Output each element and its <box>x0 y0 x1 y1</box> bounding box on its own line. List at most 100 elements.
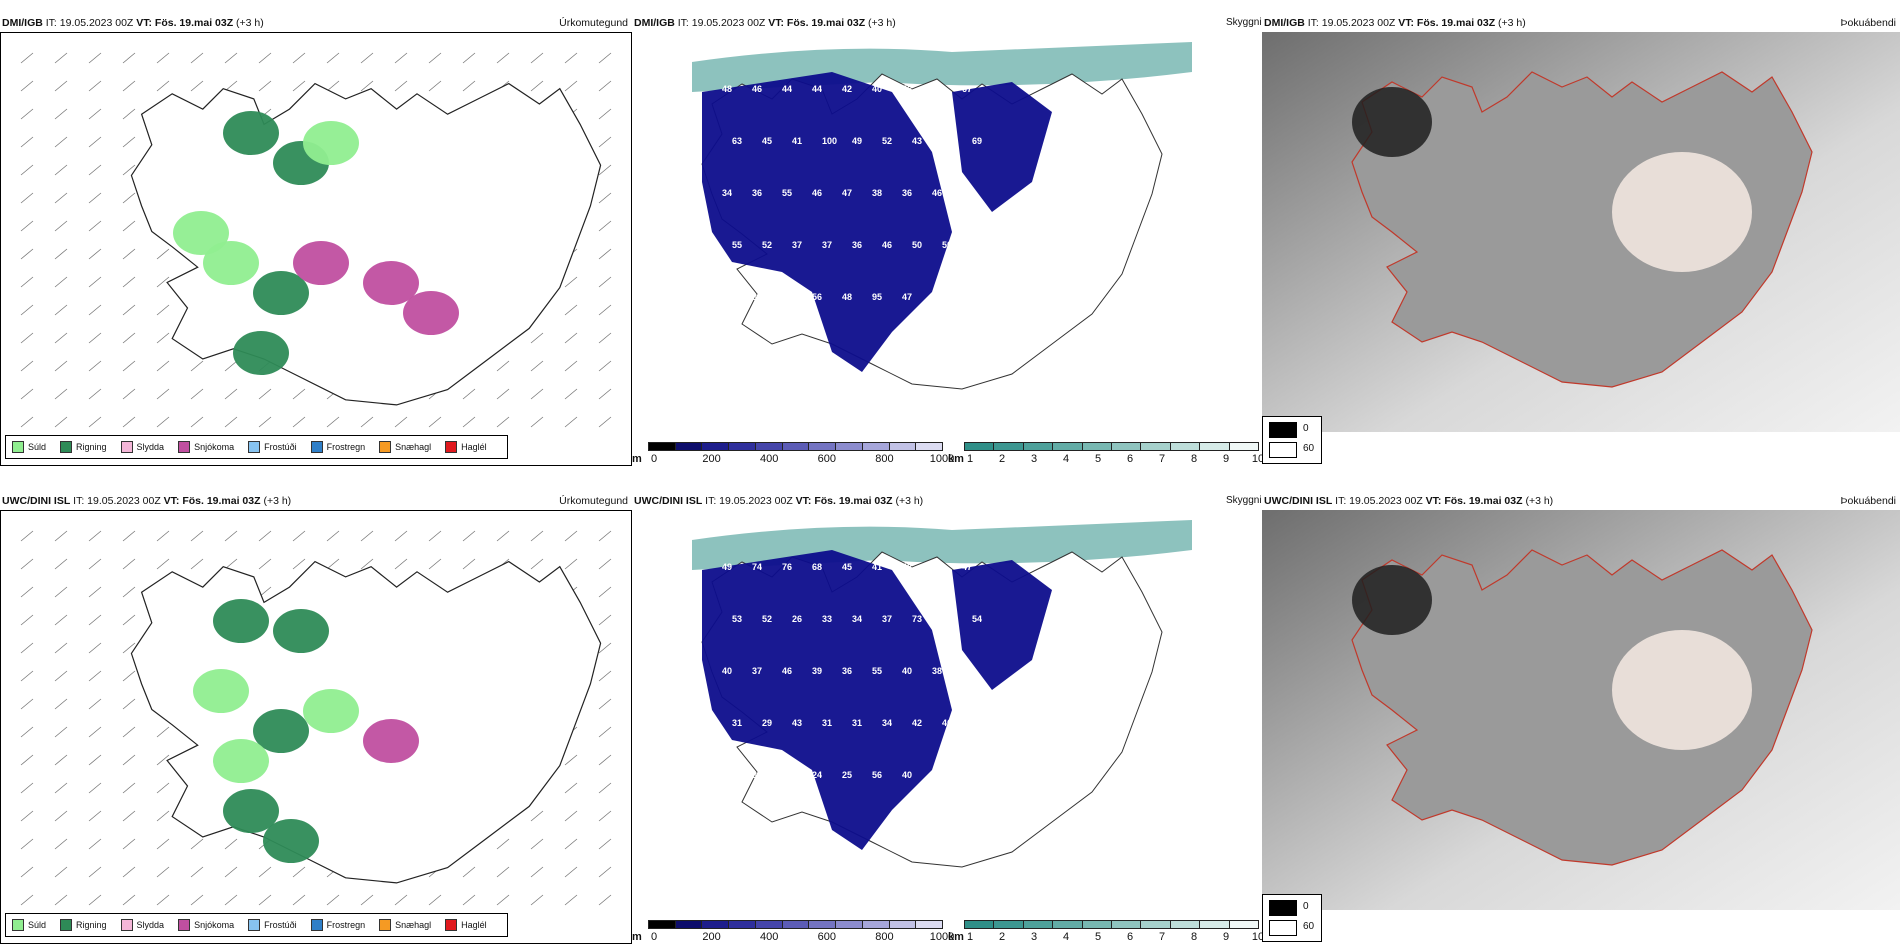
wind-barb <box>88 838 102 850</box>
wind-barb <box>122 754 136 766</box>
cloud-base-label: 55 <box>782 188 792 198</box>
fog-panel-row2: Skyggni UWC/DINI ISL IT: 19.05.2023 00Z … <box>1226 492 1900 944</box>
wind-barb <box>598 838 612 850</box>
wind-barb <box>292 866 306 878</box>
colorbar-tick: 7 <box>1158 931 1166 943</box>
cloud-base-label: 71 <box>732 822 742 832</box>
cloud-base-label: 55 <box>732 240 742 250</box>
fog-header-row1: Skyggni DMI/IGB IT: 19.05.2023 00Z VT: F… <box>1226 14 1900 32</box>
ptype-map-row2[interactable]: Súld Rigning Slydda Snjókoma Frostúði Frostre… <box>0 510 632 944</box>
wind-barb <box>190 388 204 400</box>
wind-barb <box>564 360 578 372</box>
wind-barb <box>462 894 476 906</box>
wind-barb <box>54 866 68 878</box>
cloud-base-label: 24 <box>812 770 822 780</box>
lead-time: (+3 h) <box>233 17 264 29</box>
wind-barb <box>156 726 170 738</box>
legend-label: Snæhagl <box>395 442 432 452</box>
wind-barb <box>292 416 306 428</box>
fog-key-high-swatch <box>1269 920 1297 936</box>
cloud-base-label: 41 <box>972 240 982 250</box>
wind-barb <box>54 558 68 570</box>
wind-barb <box>394 52 408 64</box>
wind-barb <box>122 670 136 682</box>
valid-time: VT: Fös. 19.mai 03Z <box>136 17 234 29</box>
cloud-base-label: 40 <box>722 666 732 676</box>
wind-barb <box>598 782 612 794</box>
wind-barb <box>190 558 204 570</box>
wind-barb <box>292 52 306 64</box>
wind-barb <box>598 108 612 120</box>
init-time: IT: 19.05.2023 00Z <box>674 17 769 29</box>
cloud-base-label: 54 <box>962 770 972 780</box>
wind-barb <box>88 360 102 372</box>
lead-time: (+3 h) <box>1495 17 1526 29</box>
cloud-base-label: 56 <box>872 770 882 780</box>
cloud-header-row2: UWC/DINI ISL IT: 19.05.2023 00Z VT: Fös.… <box>632 492 1262 510</box>
wind-barb <box>156 416 170 428</box>
colorbar-tick: 4 <box>1062 453 1070 465</box>
lead-time: (+3 h) <box>260 495 292 507</box>
wind-barb <box>88 642 102 654</box>
fog-map-row2[interactable]: 0 60 <box>1262 510 1900 944</box>
legend-item: Snjókoma <box>178 919 234 931</box>
wind-barb <box>496 360 510 372</box>
legend-swatch <box>445 919 458 931</box>
wind-barb <box>20 558 34 570</box>
legend-swatch <box>379 441 392 453</box>
precip-area <box>293 241 349 285</box>
cloud-base-label: 36 <box>842 666 852 676</box>
wind-barb <box>88 388 102 400</box>
legend-label: Frostúði <box>264 442 297 452</box>
legend-item: Haglél <box>445 441 487 453</box>
colorbar-segment <box>915 442 943 451</box>
legend-label: Slydda <box>136 920 165 930</box>
wind-barb <box>394 530 408 542</box>
wind-barb <box>54 332 68 344</box>
fog-map-row1[interactable]: 0 60 <box>1262 32 1900 466</box>
height-colorbar: m 0 200 400 600 800 1000 <box>632 442 954 468</box>
lead-time: (+3 h) <box>892 495 924 507</box>
precip-area <box>193 669 249 713</box>
wind-barb <box>530 360 544 372</box>
wind-barb <box>360 894 374 906</box>
wind-barb <box>88 614 102 626</box>
colorbar-segment <box>1022 920 1054 929</box>
wind-barb <box>54 360 68 372</box>
wind-barb <box>496 388 510 400</box>
wind-barb <box>88 136 102 148</box>
wind-barb <box>20 866 34 878</box>
cloud-base-label: 74 <box>752 562 762 572</box>
cloud-map-row1[interactable]: 48 46 44 44 42 40 56 48 67 63 45 41 100 49 52 43 40 69 34 3… <box>632 32 1264 468</box>
wind-barb <box>326 80 340 92</box>
wind-barb <box>564 782 578 794</box>
cloud-base-label: 47 <box>902 292 912 302</box>
wind-barb <box>122 304 136 316</box>
wind-barb <box>88 810 102 822</box>
cloud-base-label: 46 <box>942 718 952 728</box>
precip-area <box>303 689 359 733</box>
cloud-base-label: 49 <box>722 562 732 572</box>
cloud-map-row2[interactable]: 49 74 76 68 45 41 48 48 47 53 52 26 33 34 37 73 70 54 40 37… <box>632 510 1264 944</box>
precip-area <box>403 291 459 335</box>
low-cloud-area <box>702 72 952 372</box>
wind-barb <box>190 360 204 372</box>
colorbar-tick: 1000 <box>929 931 955 943</box>
colorbar-segment <box>1199 442 1230 451</box>
cloud-base-label: 70 <box>942 614 952 624</box>
cloud-base-label: 46 <box>882 240 892 250</box>
fog-key-high-swatch <box>1269 442 1297 458</box>
colorbar-segment <box>993 442 1024 451</box>
colorbar-segment <box>1169 920 1201 929</box>
cloud-base-label: 54 <box>972 614 982 624</box>
wind-barb <box>20 726 34 738</box>
colorbar-segment <box>701 442 730 451</box>
cloud-base-label: 41 <box>792 136 802 146</box>
wind-barb <box>224 360 238 372</box>
wind-barb <box>598 80 612 92</box>
wind-barb <box>598 220 612 232</box>
ptype-map-row1[interactable]: Súld Rigning Slydda Snjókoma Frostúði Frostre… <box>0 32 632 466</box>
valid-time: VT: Fös. 19.mai 03Z <box>795 495 893 507</box>
cloud-base-label: 35 <box>962 292 972 302</box>
legend-label: Slydda <box>136 442 165 452</box>
